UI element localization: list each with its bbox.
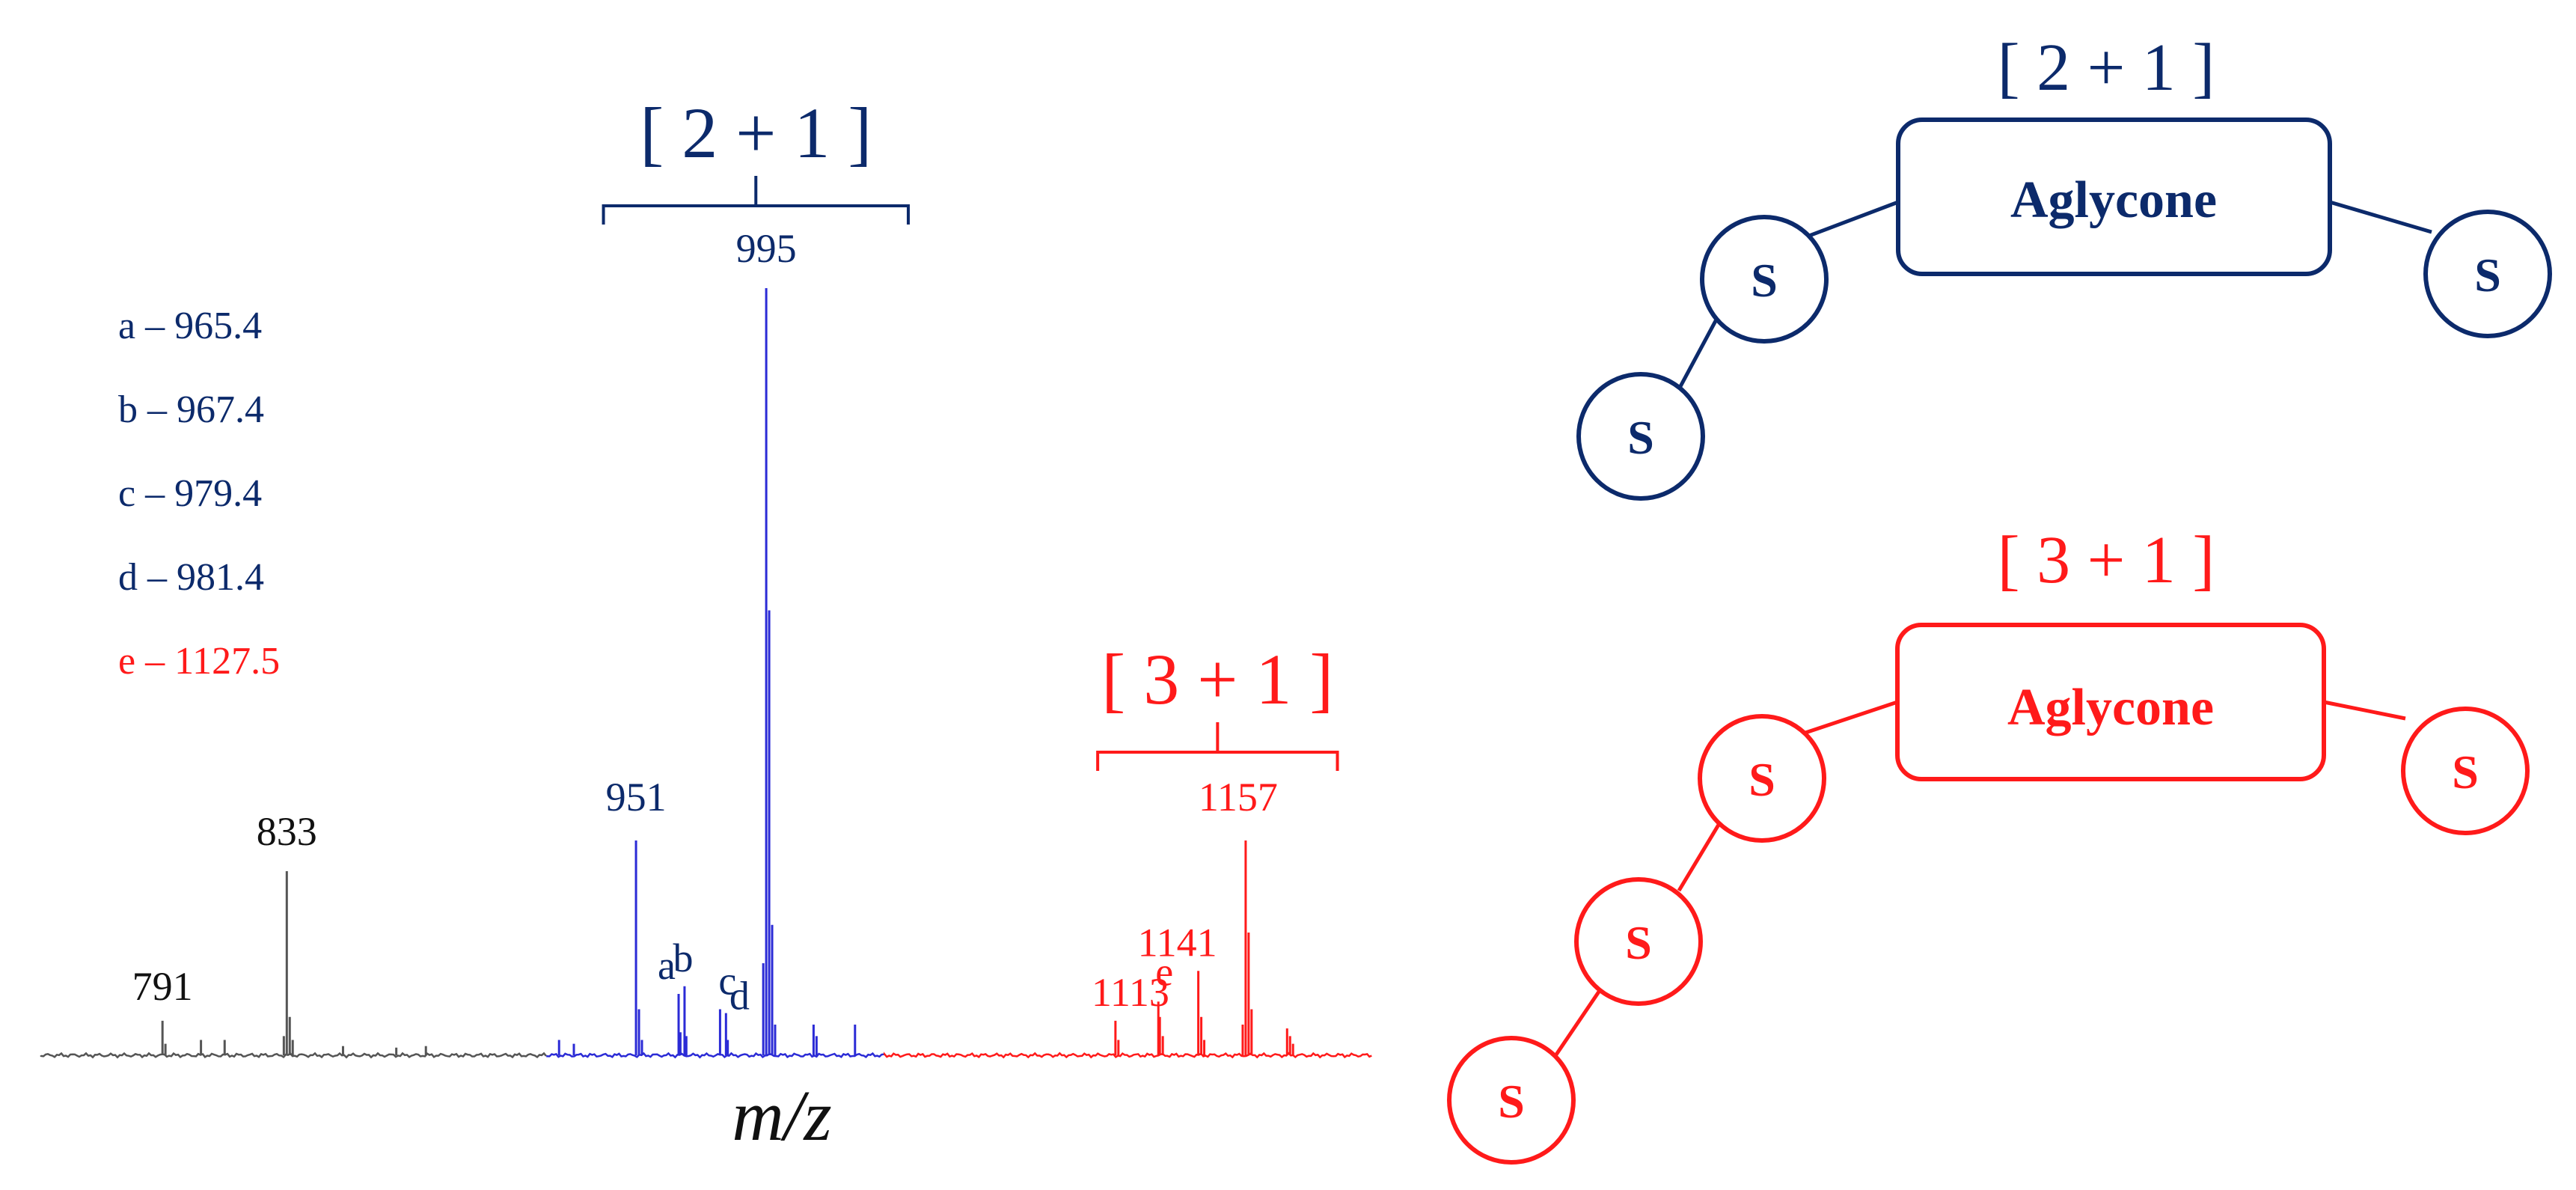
spectrum-baseline-group <box>40 1052 1372 1059</box>
connector-line <box>2329 200 2432 234</box>
spectrum-baseline <box>884 1052 1372 1059</box>
sugar-node <box>1447 1036 1576 1165</box>
diagram-3-plus-1: [ 3 + 1 ] Aglycone S S S S <box>1447 523 2530 1165</box>
peak-label: 1157 <box>1199 775 1278 820</box>
diagram-3-plus-1-title: [ 3 + 1 ] <box>1998 523 2215 597</box>
peak-label: b <box>673 936 693 980</box>
aglycone-label: Aglycone <box>2007 679 2214 736</box>
sugar-label: S <box>2452 745 2479 799</box>
x-axis-label: m/z <box>732 1075 831 1156</box>
diagram-2-plus-1: [ 2 + 1 ] Aglycone S S S <box>1576 31 2552 501</box>
legend-entry: c – 979.4 <box>118 472 262 515</box>
connector-line <box>1802 200 1899 240</box>
bracket-label: [ 2 + 1 ] <box>640 93 872 173</box>
connector-line <box>1677 816 1725 892</box>
bracket-label: [ 3 + 1 ] <box>1101 639 1333 719</box>
diagram-2-plus-1-title: [ 2 + 1 ] <box>1998 31 2215 105</box>
sugar-node <box>1576 372 1705 501</box>
sugar-node <box>2423 210 2552 338</box>
sugar-label: S <box>1751 254 1778 307</box>
peak-label: 791 <box>132 964 193 1009</box>
peak-label: c <box>718 959 736 1004</box>
chart-brackets: [ 2 + 1 ] [ 3 + 1 ] <box>602 93 1339 771</box>
spectrum-peaks <box>161 288 1294 1055</box>
legend-entry: d – 981.4 <box>118 556 264 599</box>
sugar-node <box>2401 707 2530 835</box>
peak-label: 951 <box>606 775 667 820</box>
chart-legend: a – 965.4 b – 967.4 c – 979.4 d – 981.4 e – … <box>118 305 280 683</box>
aglycone-box <box>1895 623 2326 781</box>
peak-label: e <box>1155 949 1173 994</box>
peak-label: d <box>729 974 750 1019</box>
sugar-label: S <box>1749 753 1775 806</box>
sugar-node <box>1574 877 1703 1006</box>
aglycone-box <box>1896 118 2332 276</box>
peak-label: a <box>658 943 676 988</box>
spectrum-baseline <box>40 1052 547 1059</box>
peak-label: 1113 <box>1092 970 1169 1015</box>
sugar-label: S <box>2474 248 2501 302</box>
sugar-node <box>1700 215 1829 344</box>
bracket <box>602 176 910 225</box>
legend-entry: a – 965.4 <box>118 305 262 347</box>
connector-line <box>2323 700 2406 721</box>
sugar-label: S <box>1627 411 1654 464</box>
sugar-node <box>1698 714 1826 843</box>
peak-label: 995 <box>736 226 797 271</box>
peak-label: 833 <box>257 809 317 854</box>
connector-line <box>1802 700 1898 736</box>
sugar-label: S <box>1625 916 1652 969</box>
legend-entry: b – 967.4 <box>118 388 264 431</box>
connector-line <box>1551 990 1601 1061</box>
legend-entry: e – 1127.5 <box>118 640 280 683</box>
bracket <box>1096 722 1339 771</box>
aglycone-label: Aglycone <box>2010 171 2217 229</box>
peak-label: 1141 <box>1138 920 1217 965</box>
spectrum-baseline <box>546 1052 884 1059</box>
sugar-label: S <box>1498 1075 1525 1128</box>
connector-line <box>1677 307 1725 391</box>
